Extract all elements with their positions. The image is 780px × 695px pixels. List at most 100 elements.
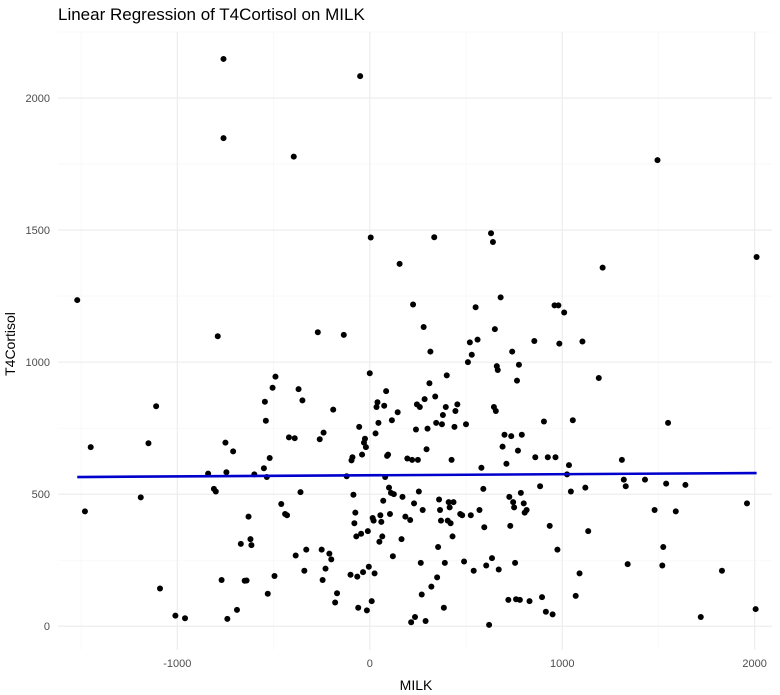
data-point bbox=[247, 536, 254, 543]
data-point bbox=[264, 590, 271, 597]
data-point bbox=[518, 431, 525, 438]
data-point bbox=[434, 574, 441, 581]
data-point bbox=[433, 419, 440, 426]
data-point bbox=[402, 513, 409, 520]
data-point bbox=[372, 430, 379, 437]
data-point bbox=[367, 234, 374, 241]
data-point bbox=[379, 533, 386, 540]
data-point bbox=[420, 324, 427, 331]
data-point bbox=[295, 386, 302, 393]
data-point bbox=[659, 562, 666, 569]
data-point bbox=[511, 504, 518, 511]
data-point bbox=[514, 447, 521, 454]
data-point bbox=[389, 553, 396, 560]
data-point bbox=[516, 596, 523, 603]
data-point bbox=[74, 297, 81, 304]
data-point bbox=[660, 544, 667, 550]
data-point bbox=[407, 517, 414, 524]
data-point bbox=[364, 528, 371, 535]
data-point bbox=[271, 573, 278, 580]
data-point bbox=[491, 326, 498, 333]
data-point bbox=[365, 563, 372, 570]
data-point bbox=[436, 496, 443, 503]
data-point bbox=[582, 484, 589, 491]
data-point bbox=[223, 469, 230, 476]
data-point bbox=[549, 611, 556, 618]
data-point bbox=[561, 309, 568, 316]
data-point bbox=[301, 567, 308, 574]
data-point bbox=[416, 404, 423, 411]
data-point bbox=[266, 454, 273, 461]
data-point bbox=[445, 499, 452, 506]
data-point bbox=[512, 559, 519, 566]
data-point bbox=[448, 456, 455, 463]
data-point bbox=[641, 476, 648, 483]
data-point bbox=[437, 507, 444, 514]
data-point bbox=[599, 264, 606, 271]
data-point bbox=[303, 546, 310, 553]
data-point bbox=[481, 524, 488, 531]
data-point bbox=[531, 338, 538, 344]
data-point bbox=[532, 454, 539, 461]
data-point bbox=[386, 484, 393, 491]
data-point bbox=[579, 338, 586, 345]
data-point bbox=[476, 507, 483, 514]
data-point bbox=[375, 419, 382, 426]
data-point bbox=[248, 542, 255, 549]
data-point bbox=[362, 444, 369, 451]
data-point bbox=[237, 540, 244, 547]
data-point bbox=[470, 567, 477, 574]
data-point bbox=[427, 348, 434, 355]
data-point bbox=[272, 373, 279, 380]
data-point bbox=[415, 488, 422, 495]
data-point bbox=[354, 573, 361, 580]
data-point bbox=[654, 157, 661, 164]
data-point bbox=[361, 435, 368, 442]
y-tick-label: 1000 bbox=[26, 357, 50, 369]
data-point bbox=[546, 522, 553, 529]
data-point bbox=[347, 571, 354, 578]
data-point bbox=[501, 431, 508, 438]
data-point bbox=[428, 583, 435, 590]
data-point bbox=[435, 544, 442, 550]
data-point bbox=[137, 494, 144, 501]
data-point bbox=[292, 552, 299, 559]
data-point bbox=[340, 331, 347, 338]
data-point bbox=[432, 393, 439, 400]
data-point bbox=[350, 491, 357, 498]
data-point bbox=[394, 409, 401, 416]
data-point bbox=[489, 238, 496, 245]
data-point bbox=[497, 294, 504, 301]
data-point bbox=[567, 488, 574, 495]
data-point bbox=[368, 598, 375, 605]
data-point bbox=[565, 462, 572, 469]
data-point bbox=[576, 570, 583, 577]
data-point bbox=[486, 621, 493, 628]
data-point bbox=[478, 464, 485, 471]
data-point bbox=[370, 517, 377, 524]
data-point bbox=[438, 421, 445, 428]
x-tick-label: 0 bbox=[367, 658, 373, 670]
data-point bbox=[446, 504, 453, 511]
data-point bbox=[542, 608, 549, 615]
data-point bbox=[411, 500, 418, 507]
data-point bbox=[318, 546, 325, 553]
data-point bbox=[399, 493, 406, 500]
data-point bbox=[468, 351, 475, 358]
data-point bbox=[366, 370, 373, 377]
data-point bbox=[334, 590, 341, 597]
data-point bbox=[328, 556, 335, 563]
data-point bbox=[409, 456, 416, 463]
data-point bbox=[408, 619, 415, 626]
data-point bbox=[385, 451, 392, 458]
data-point bbox=[396, 260, 403, 267]
data-point bbox=[540, 418, 547, 425]
data-point bbox=[326, 550, 333, 557]
data-point bbox=[665, 419, 672, 426]
data-point bbox=[220, 135, 227, 142]
data-point bbox=[330, 406, 337, 413]
data-point bbox=[424, 425, 431, 432]
data-point bbox=[618, 456, 625, 463]
y-tick-label: 2000 bbox=[26, 93, 50, 105]
